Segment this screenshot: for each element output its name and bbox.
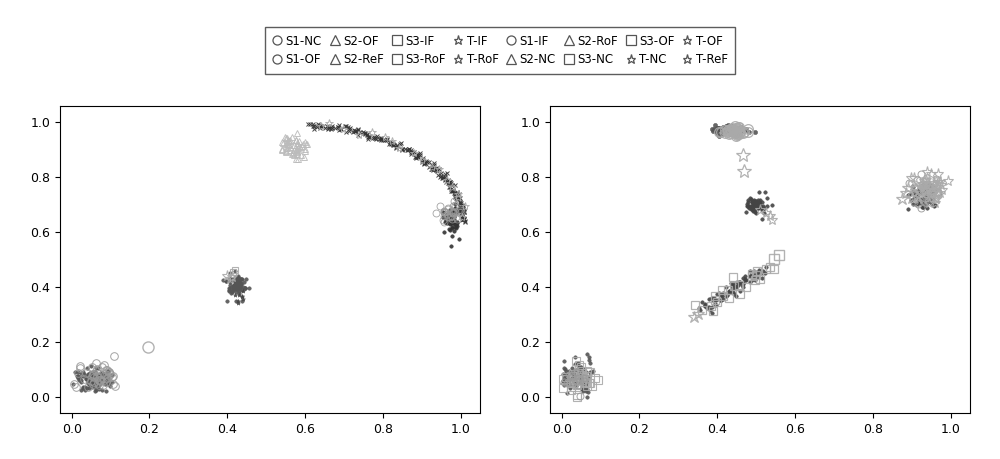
Legend: S1-NC, S1-OF, S2-OF, S2-ReF, S3-IF, S3-RoF, T-IF, T-RoF, S1-IF, S2-NC, S2-RoF, S: S1-NC, S1-OF, S2-OF, S2-ReF, S3-IF, S3-R… (265, 28, 735, 73)
